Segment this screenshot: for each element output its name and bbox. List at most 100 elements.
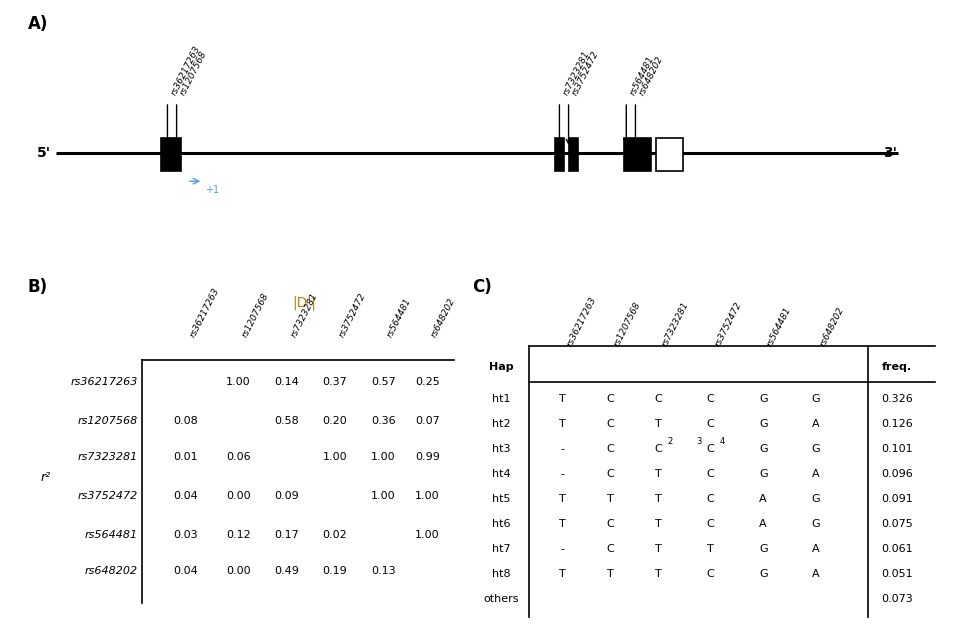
Text: 0.091: 0.091 (880, 494, 912, 505)
Text: G: G (758, 544, 767, 554)
Text: rs648202: rs648202 (429, 296, 456, 339)
Text: rs36217263: rs36217263 (188, 286, 220, 339)
Text: C): C) (472, 278, 492, 296)
Text: G: G (758, 570, 767, 579)
Text: C: C (606, 470, 614, 479)
Text: rs648202: rs648202 (85, 566, 137, 576)
Text: T: T (606, 570, 614, 579)
Text: rs564481: rs564481 (764, 305, 792, 348)
Text: G: G (810, 519, 820, 530)
Bar (555, 138, 563, 171)
Text: T: T (558, 519, 566, 530)
Text: others: others (482, 595, 518, 604)
Text: 0.096: 0.096 (880, 470, 912, 479)
Text: ht2: ht2 (491, 419, 510, 429)
Text: rs7323281: rs7323281 (289, 291, 319, 339)
Text: Hap: Hap (488, 362, 513, 372)
Text: T: T (706, 544, 714, 554)
Bar (655, 138, 682, 171)
Text: 0.08: 0.08 (173, 416, 198, 426)
Text: 0.36: 0.36 (371, 416, 395, 426)
Text: rs36217263: rs36217263 (169, 44, 202, 97)
Text: 0.00: 0.00 (226, 491, 251, 501)
Text: 0.101: 0.101 (880, 445, 912, 454)
Text: T: T (606, 494, 614, 505)
Text: 0.09: 0.09 (274, 491, 299, 501)
Text: 1.00: 1.00 (371, 491, 395, 501)
Text: rs3752472: rs3752472 (570, 50, 600, 97)
Text: rs564481: rs564481 (627, 55, 655, 97)
Text: B): B) (28, 278, 48, 296)
Text: 0.00: 0.00 (226, 566, 251, 576)
Text: 0.06: 0.06 (226, 452, 251, 461)
Text: C: C (706, 519, 714, 530)
Text: G: G (758, 470, 767, 479)
Text: 2: 2 (667, 437, 672, 446)
Text: ht7: ht7 (491, 544, 510, 554)
Text: 5': 5' (37, 146, 51, 160)
Text: C: C (606, 394, 614, 404)
Text: rs36217263: rs36217263 (71, 376, 137, 387)
Text: r²: r² (40, 471, 51, 484)
Text: 1.00: 1.00 (226, 376, 251, 387)
Text: G: G (810, 394, 820, 404)
Text: 4: 4 (720, 437, 724, 446)
Text: ht5: ht5 (491, 494, 510, 505)
Text: 0.17: 0.17 (274, 530, 299, 540)
Text: C: C (706, 494, 714, 505)
Text: 0.02: 0.02 (322, 530, 347, 540)
Text: 0.58: 0.58 (274, 416, 299, 426)
Text: C: C (706, 419, 714, 429)
Text: rs36217263: rs36217263 (564, 295, 598, 348)
Text: rs564481: rs564481 (85, 530, 137, 540)
Text: -: - (560, 544, 564, 554)
Bar (568, 138, 578, 171)
Text: A: A (759, 494, 766, 505)
Text: ht6: ht6 (491, 519, 510, 530)
Text: A: A (811, 419, 819, 429)
Text: 0.126: 0.126 (880, 419, 912, 429)
Text: 3': 3' (882, 146, 896, 160)
Text: 0.03: 0.03 (173, 530, 198, 540)
Text: 1.00: 1.00 (415, 530, 439, 540)
Text: A): A) (29, 15, 49, 33)
Text: rs1207568: rs1207568 (77, 416, 137, 426)
Text: 0.051: 0.051 (880, 570, 912, 579)
Text: 0.49: 0.49 (274, 566, 299, 576)
Text: T: T (558, 419, 566, 429)
Text: ht4: ht4 (491, 470, 510, 479)
Text: rs7323281: rs7323281 (77, 452, 137, 461)
Text: 0.073: 0.073 (880, 595, 912, 604)
Bar (161, 138, 181, 171)
Text: T: T (558, 494, 566, 505)
Text: 1.00: 1.00 (371, 452, 395, 461)
Text: 0.061: 0.061 (880, 544, 912, 554)
Text: C: C (706, 470, 714, 479)
Text: G: G (758, 445, 767, 454)
Text: C: C (606, 445, 614, 454)
Text: A: A (811, 570, 819, 579)
Text: 1.00: 1.00 (415, 491, 439, 501)
Text: 0.25: 0.25 (415, 376, 439, 387)
Text: 0.19: 0.19 (322, 566, 347, 576)
Text: rs648202: rs648202 (637, 55, 664, 97)
Text: 0.99: 0.99 (415, 452, 439, 461)
Text: 0.075: 0.075 (880, 519, 912, 530)
Text: +1: +1 (205, 185, 219, 195)
Text: T: T (654, 419, 661, 429)
Text: 0.13: 0.13 (371, 566, 395, 576)
Text: 1.00: 1.00 (322, 452, 347, 461)
Text: A: A (759, 519, 766, 530)
Text: C: C (654, 394, 661, 404)
Bar (623, 138, 650, 171)
Text: rs7323281: rs7323281 (560, 50, 591, 97)
Text: ht8: ht8 (491, 570, 510, 579)
Text: G: G (810, 494, 820, 505)
Text: rs1207568: rs1207568 (240, 291, 271, 339)
Text: freq.: freq. (881, 362, 911, 372)
Text: -: - (560, 470, 564, 479)
Text: 0.326: 0.326 (880, 394, 912, 404)
Text: 3: 3 (696, 437, 700, 446)
Text: C: C (606, 544, 614, 554)
Text: ht1: ht1 (491, 394, 510, 404)
